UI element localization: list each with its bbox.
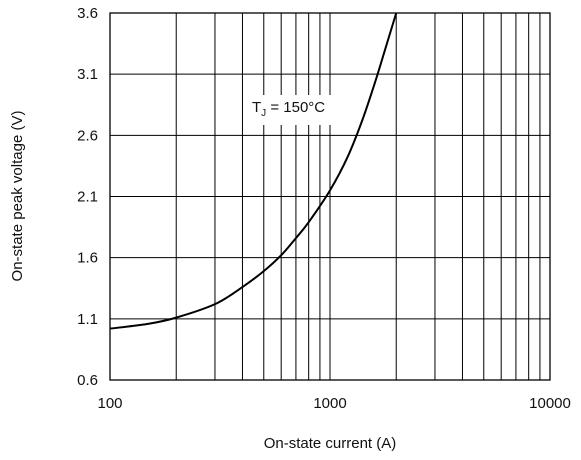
y-axis-title: On-state peak voltage (V)	[9, 111, 26, 282]
x-tick-labels: 100 1000 10000	[97, 395, 570, 412]
y-tick-label: 3.6	[77, 5, 98, 22]
y-tick-label: 2.1	[77, 189, 98, 206]
annotation-main: T	[252, 99, 261, 116]
y-tick-label: 1.6	[77, 250, 98, 267]
x-tick-label: 100	[97, 395, 122, 412]
annotation-background	[248, 95, 358, 125]
x-tick-label: 1000	[313, 395, 346, 412]
y-tick-label: 0.6	[77, 372, 98, 389]
y-tick-label: 1.1	[77, 311, 98, 328]
series-line	[109, 12, 398, 330]
x-tick-label: 10000	[529, 395, 571, 412]
y-tick-label: 2.6	[77, 127, 98, 144]
plot-frame	[109, 12, 551, 381]
curve-annotation: TJ = 150°C	[252, 99, 325, 119]
grid	[110, 13, 550, 380]
y-tick-label: 3.1	[77, 66, 98, 83]
curve-layer	[109, 12, 398, 330]
annotation-subscript: J	[261, 108, 266, 119]
annotation-rest: = 150°C	[266, 99, 325, 116]
y-tick-labels: 0.6 1.1 1.6 2.1 2.6 3.1 3.6	[77, 5, 98, 389]
x-axis-title: On-state current (A)	[264, 435, 397, 452]
